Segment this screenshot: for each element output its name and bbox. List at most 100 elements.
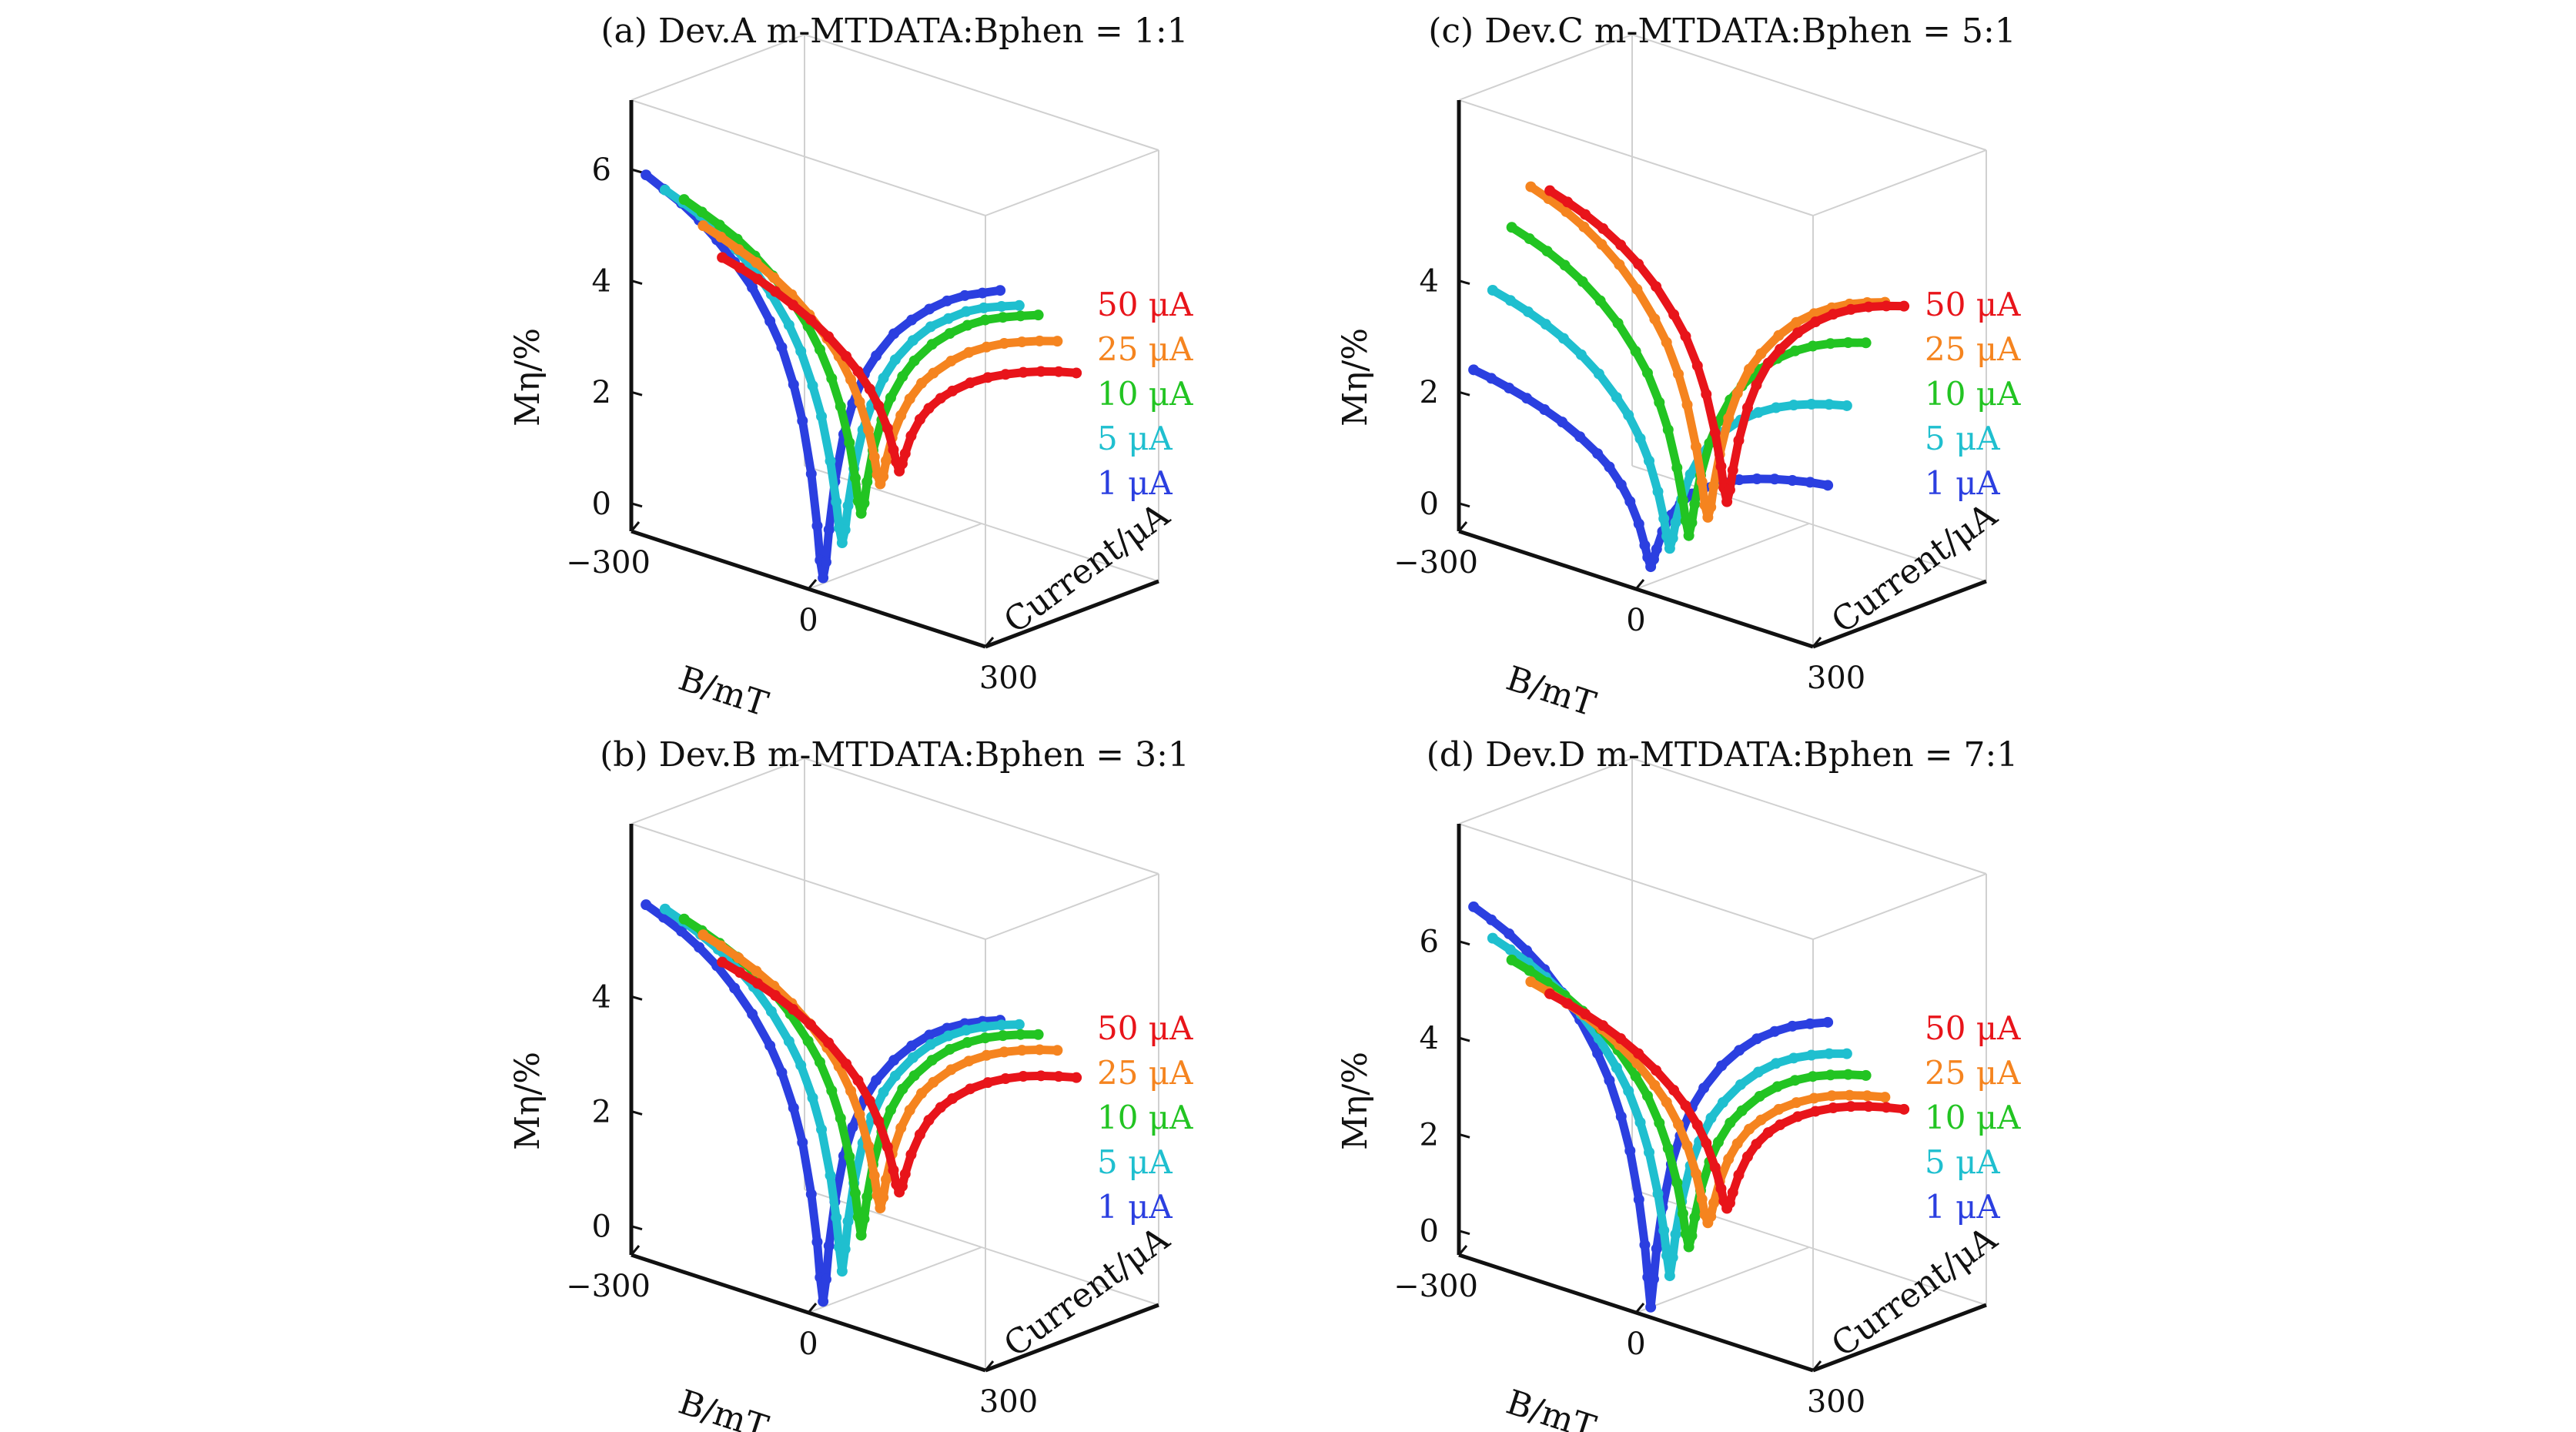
data-point [788, 1003, 799, 1015]
data-point [1667, 1252, 1678, 1263]
data-point [659, 903, 671, 915]
box-edge-top-right [985, 149, 1159, 216]
chart-panel-0: 0 2 4 6 −300 0 300 Mη/% B/mT Current/μA (a) Dev.A … [508, 12, 1193, 724]
data-point [1708, 480, 1720, 491]
data-point [959, 289, 971, 301]
data-point [1691, 360, 1703, 372]
data-point [814, 1056, 825, 1068]
data-point [1651, 1065, 1662, 1076]
data-point [888, 328, 900, 340]
data-point [854, 396, 865, 408]
data-point [1791, 1097, 1802, 1109]
data-point [823, 1037, 835, 1049]
data-point [1633, 1048, 1644, 1059]
legend-entry: 25 μA [1097, 330, 1193, 368]
data-point [895, 410, 907, 421]
x-tick-label: −300 [566, 1269, 651, 1304]
data-point [826, 1085, 838, 1096]
data-point [1578, 221, 1590, 233]
data-point [1755, 1114, 1767, 1126]
data-point [1015, 1029, 1026, 1040]
data-point [1716, 1060, 1728, 1072]
data-point [823, 1240, 835, 1252]
x-tick-mark [1812, 1360, 1822, 1371]
data-point [1574, 431, 1586, 443]
data-point [1594, 295, 1606, 306]
data-point [905, 1149, 917, 1160]
data-point [1727, 464, 1738, 476]
y-tick-mark [1458, 390, 1470, 396]
data-point [1562, 196, 1574, 208]
current-axis-line [985, 1303, 1159, 1373]
data-point [1580, 209, 1591, 220]
data-point [1633, 259, 1644, 270]
data-point [928, 367, 939, 379]
y-tick-label: 4 [1420, 1021, 1439, 1056]
data-point [841, 350, 852, 362]
y-tick-label: 0 [1420, 487, 1439, 522]
data-point [878, 470, 889, 482]
data-point [858, 497, 870, 509]
data-point [1671, 1177, 1683, 1189]
data-point [963, 1056, 975, 1067]
data-point [1648, 1273, 1659, 1285]
data-point [1524, 233, 1535, 245]
data-point [1557, 333, 1569, 344]
data-point [844, 1151, 855, 1163]
y-tick-mark [631, 502, 643, 508]
data-point [1696, 476, 1708, 487]
data-point [1648, 554, 1659, 565]
floor-grid-zero [1635, 523, 1810, 590]
data-point [1751, 473, 1763, 485]
legend-entry: 10 μA [1097, 1099, 1193, 1136]
data-point [1604, 461, 1615, 473]
data-point [979, 314, 991, 326]
legend-entry: 25 μA [1925, 1054, 2021, 1092]
data-point [1709, 1162, 1721, 1173]
data-point [942, 313, 954, 324]
data-point [1826, 1090, 1838, 1102]
data-point [1658, 1225, 1670, 1236]
data-point [825, 1169, 836, 1181]
data-point [795, 346, 807, 357]
data-point [1592, 1048, 1604, 1059]
x-tick-mark [984, 637, 995, 647]
data-point [944, 328, 955, 340]
data-point [823, 331, 835, 343]
data-point [1705, 501, 1717, 513]
data-point [896, 458, 908, 470]
floor-grid-zero [808, 523, 982, 590]
x-tick-label: −300 [1393, 545, 1478, 580]
y-tick-mark [1458, 940, 1470, 946]
data-point [855, 1230, 867, 1241]
data-point [696, 206, 708, 218]
data-point [1684, 469, 1696, 480]
data-point [1686, 1230, 1698, 1242]
data-point [904, 1105, 915, 1116]
data-point [861, 476, 873, 487]
legend-entry: 1 μA [1097, 1188, 1173, 1226]
data-point [1615, 1111, 1627, 1123]
box-edge-top-left [1458, 758, 1633, 825]
data-point [1597, 1020, 1609, 1032]
data-point [962, 1037, 973, 1049]
data-point [935, 393, 946, 404]
data-point [811, 1236, 823, 1248]
y-tick-label: 2 [592, 1094, 611, 1129]
legend-entry: 5 μA [1097, 1143, 1173, 1181]
data-point [1696, 1193, 1708, 1205]
box-edge-top-right [1812, 149, 1987, 216]
data-point [694, 942, 705, 953]
data-point [1013, 1019, 1025, 1030]
data-point [1013, 299, 1025, 311]
data-point [1754, 1090, 1765, 1102]
data-point [1673, 1119, 1684, 1130]
data-point [1487, 284, 1498, 296]
x-tick-mark [630, 1245, 641, 1256]
data-point [1677, 494, 1688, 506]
data-point [995, 1019, 1007, 1031]
data-point [1723, 413, 1735, 424]
data-point [881, 1173, 892, 1185]
x-tick-label: 300 [979, 661, 1038, 696]
data-point [1624, 496, 1636, 507]
